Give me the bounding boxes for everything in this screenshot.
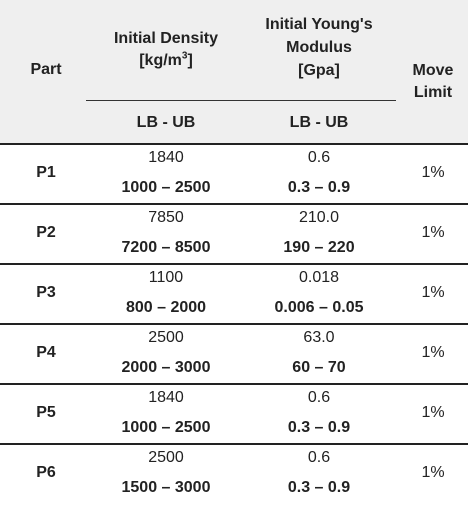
modulus-range: 0.006 – 0.05 [274,299,364,316]
table-rule [0,143,468,145]
table-row: P2 7850 7200 – 8500 210.0 190 – 220 1% [0,205,468,265]
header-density-title: Initial Density [113,30,219,47]
density-value: 1840 [148,149,184,166]
density-range: 2000 – 3000 [121,359,211,376]
header-density-range: LB - UB [136,114,196,131]
part-label: P1 [36,164,56,181]
density-value: 1100 [148,269,184,286]
table-header-background [0,0,468,144]
header-modulus-range: LB - UB [289,114,349,131]
table-row: P1 1840 1000 – 2500 0.6 0.3 – 0.9 1% [0,145,468,205]
header-part: Part [30,61,62,78]
density-range: 1500 – 3000 [121,479,211,496]
table-row: P5 1840 1000 – 2500 0.6 0.3 – 0.9 1% [0,385,468,445]
density-value: 7850 [148,209,184,226]
part-label: P5 [36,404,56,421]
header-move-limit-line2: Limit [413,84,453,101]
density-value: 2500 [148,449,184,466]
density-unit-exponent: 3 [181,50,188,62]
table-row: P4 2500 2000 – 3000 63.0 60 – 70 1% [0,325,468,385]
part-label: P4 [36,344,56,361]
density-range: 1000 – 2500 [121,179,211,196]
move-limit-value: 1% [421,284,445,301]
header-move-limit: Move [412,62,454,79]
table-rule [0,203,468,205]
header-modulus-line2: Modulus [286,39,352,56]
density-value: 1840 [148,389,184,406]
modulus-range: 0.3 – 0.9 [287,419,351,436]
part-label: P2 [36,224,56,241]
modulus-value: 210.0 [298,209,340,226]
move-limit-value: 1% [421,404,445,421]
density-range: 7200 – 8500 [121,239,211,256]
modulus-value: 0.6 [307,389,331,406]
move-limit-value: 1% [421,164,445,181]
header-modulus-title: Initial Young's [265,16,373,33]
modulus-value: 0.6 [307,149,331,166]
modulus-value: 0.6 [307,449,331,466]
modulus-value: 63.0 [303,329,335,346]
modulus-value: 0.018 [298,269,340,286]
density-unit-suffix: ] [187,52,193,69]
modulus-range: 0.3 – 0.9 [287,179,351,196]
table-rule [0,383,468,385]
table-rule [0,443,468,445]
density-range: 1000 – 2500 [121,419,211,436]
density-value: 2500 [148,329,184,346]
table-row: P6 2500 1500 – 3000 0.6 0.3 – 0.9 1% [0,445,468,505]
table-rule [0,263,468,265]
modulus-range: 60 – 70 [292,359,346,376]
header-density-unit: [kg/m3] [86,50,246,72]
header-modulus-unit: [Gpa] [298,62,340,79]
modulus-range: 190 – 220 [283,239,355,256]
move-limit-value: 1% [421,464,445,481]
table-rule [0,323,468,325]
density-unit-prefix: [kg/m [139,52,182,69]
part-label: P6 [36,464,56,481]
part-label: P3 [36,284,56,301]
header-underline [86,100,396,101]
move-limit-value: 1% [421,224,445,241]
table-row: P3 1100 800 – 2000 0.018 0.006 – 0.05 1% [0,265,468,325]
move-limit-value: 1% [421,344,445,361]
density-range: 800 – 2000 [125,299,207,316]
modulus-range: 0.3 – 0.9 [287,479,351,496]
